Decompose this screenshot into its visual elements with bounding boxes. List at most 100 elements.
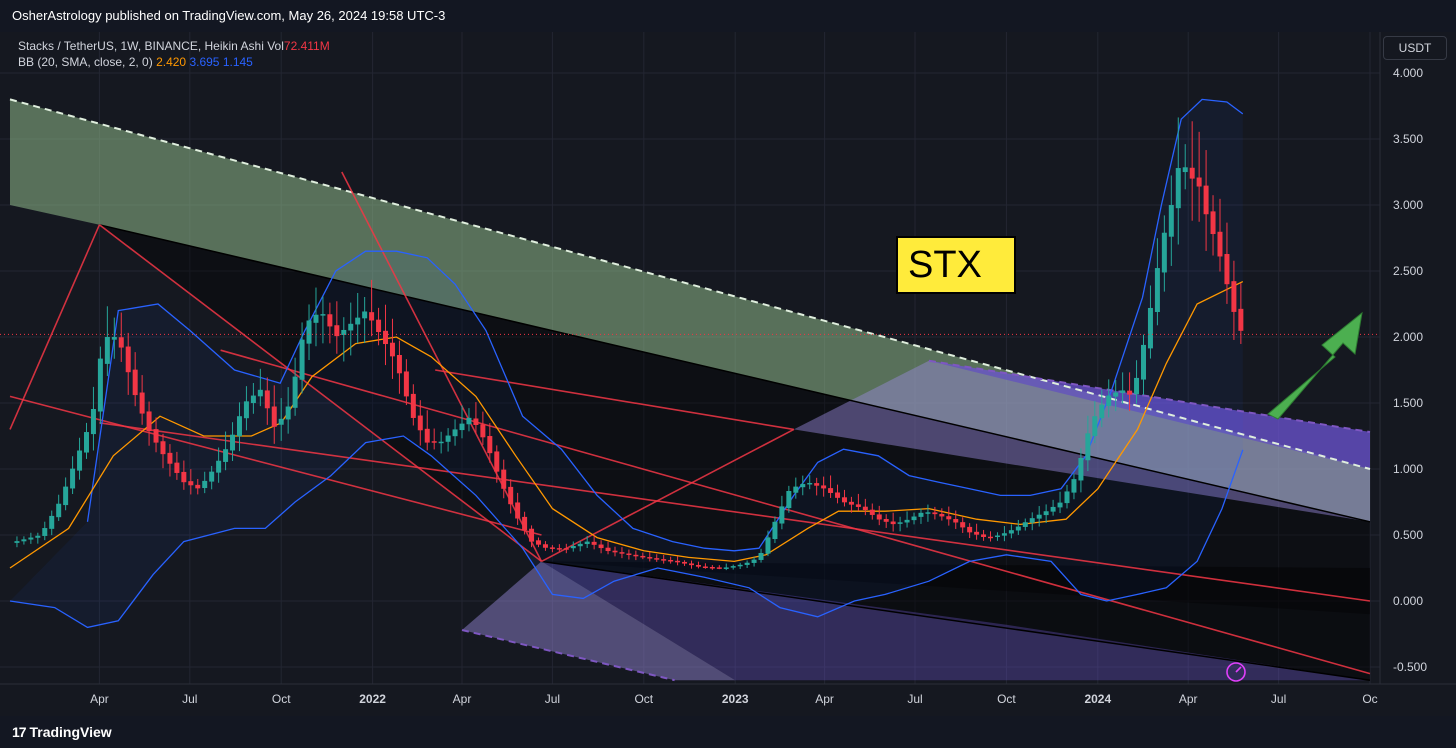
candle-body	[1092, 416, 1098, 437]
price-axis[interactable]	[1380, 32, 1456, 716]
symbol-info: Stacks / TetherUS, 1W, BINANCE, Heikin A…	[18, 39, 264, 53]
candle-body	[730, 566, 736, 568]
candle-body	[278, 418, 284, 425]
channel-middle-line[interactable]	[99, 224, 1371, 523]
candle-body	[1113, 392, 1119, 397]
candle-body	[960, 522, 966, 528]
candle-body	[633, 554, 639, 557]
candle-body	[897, 522, 903, 524]
candle-body	[111, 337, 117, 340]
candle-body	[577, 543, 583, 547]
candle-body	[522, 516, 528, 531]
chart-canvas[interactable]: 4.000 3.500 3.000 2.500 2.000 1.500 1.000 0.500…	[0, 32, 1456, 716]
candle-body	[1022, 522, 1028, 527]
candle-body	[1085, 433, 1091, 461]
replay-icon[interactable]	[1226, 662, 1246, 682]
candle-body	[42, 528, 48, 536]
candle-body	[1001, 533, 1007, 536]
y-tick-label: 0.000	[1393, 594, 1423, 608]
candle-body	[946, 516, 952, 520]
red-trendline[interactable]	[541, 428, 795, 563]
candle-body	[1015, 526, 1021, 531]
y-tick-label: 3.000	[1393, 198, 1423, 212]
candle-body	[640, 555, 646, 558]
green-arrow-annotation[interactable]	[1267, 311, 1363, 420]
tradingview-logo[interactable]: 17 TradingView	[12, 724, 112, 740]
candle-body	[243, 401, 249, 419]
candle-body	[1120, 390, 1126, 393]
candle-body	[1231, 281, 1237, 312]
candle-body	[925, 512, 931, 514]
candle-body	[1210, 211, 1216, 235]
candle-body	[744, 562, 750, 565]
candle-body	[445, 435, 451, 442]
channel-top-dashed-line[interactable]	[9, 98, 1371, 470]
red-trendline[interactable]	[99, 422, 1371, 602]
candle-body	[647, 557, 653, 559]
candle-body	[598, 544, 604, 549]
candle-body	[835, 492, 841, 498]
candle-body	[306, 320, 312, 344]
candle-body	[195, 484, 201, 489]
candle-body	[619, 552, 625, 554]
candle-body	[153, 429, 159, 443]
candle-body	[765, 537, 771, 554]
candle-body	[216, 460, 222, 473]
bb-upper-value: 3.695	[189, 55, 220, 69]
candle-body	[77, 450, 83, 471]
purple-zone-upper	[793, 360, 1370, 522]
bb-basis-line	[9, 281, 1244, 569]
candle-body	[383, 330, 389, 345]
channel-lower-line[interactable]	[541, 560, 1371, 681]
candle-body	[1140, 344, 1146, 380]
indicator-legend[interactable]: BB (20, SMA, close, 2, 0) 2.420 3.695 1.…	[18, 54, 330, 70]
candle-body	[21, 539, 27, 542]
candle-body	[104, 337, 110, 364]
candle-body	[1064, 491, 1070, 504]
red-trendline[interactable]	[435, 369, 794, 431]
candle-body	[1217, 231, 1223, 257]
candle-body	[1057, 502, 1063, 508]
candle-body	[424, 428, 430, 443]
stx-annotation-label[interactable]: STX	[896, 236, 1016, 294]
candle-body	[341, 329, 347, 336]
purple-dashed-line[interactable]	[928, 359, 1371, 434]
candle-body	[883, 518, 889, 522]
red-trendline[interactable]	[98, 224, 542, 563]
candle-body	[709, 566, 715, 569]
candle-body	[1168, 205, 1174, 237]
red-trendline[interactable]	[9, 395, 542, 536]
candle-body	[1008, 530, 1014, 534]
candle-body	[772, 521, 778, 540]
candle-body	[508, 486, 514, 505]
candle-body	[181, 471, 187, 483]
candle-body	[70, 468, 76, 489]
volume-value: 72.411M	[283, 39, 330, 53]
candle-body	[612, 550, 618, 553]
candle-body	[320, 314, 326, 316]
candle-body	[1099, 404, 1105, 419]
candle-body	[28, 537, 34, 540]
red-trendline[interactable]	[9, 224, 101, 430]
candle-body	[501, 469, 507, 489]
candle-body	[682, 561, 688, 564]
candle-body	[1196, 177, 1202, 187]
currency-button[interactable]: USDT	[1383, 36, 1447, 60]
symbol-legend[interactable]: Stacks / TetherUS, 1W, BINANCE, Heikin A…	[18, 38, 330, 54]
candle-body	[1134, 377, 1140, 395]
volume-label: Vol	[267, 39, 284, 53]
price-chart[interactable]: 4.000 3.500 3.000 2.500 2.000 1.500 1.000 0.500…	[0, 32, 1456, 716]
candle-body	[869, 509, 875, 515]
candle-body	[953, 519, 959, 523]
candle-body	[1043, 511, 1049, 516]
candle-body	[515, 502, 521, 519]
publisher-bar: OsherAstrology published on TradingView.…	[0, 0, 1456, 32]
candle-body	[431, 441, 437, 443]
candle-body	[202, 480, 208, 489]
candle-body	[49, 515, 55, 529]
purple-dashed-line-lower[interactable]	[461, 629, 675, 682]
x-tick-label: Apr	[815, 692, 834, 706]
candle-body	[285, 406, 291, 420]
candle-body	[591, 541, 597, 545]
y-tick-label: 1.500	[1393, 396, 1423, 410]
